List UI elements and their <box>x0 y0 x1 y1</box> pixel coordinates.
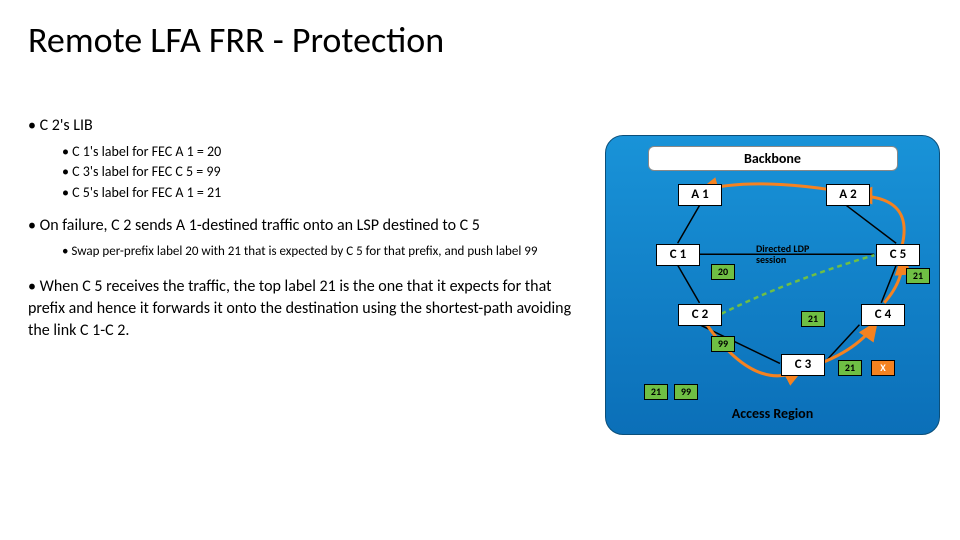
directed-ldp-label: Directed LDP session <box>756 243 834 265</box>
tag-x: X <box>871 360 895 376</box>
tag-99: 99 <box>711 336 735 352</box>
node-c3: C 3 <box>781 354 825 376</box>
tag-20: 20 <box>711 264 735 280</box>
bullet-on-failure: On failure, C 2 sends A 1-destined traff… <box>28 215 588 237</box>
bullet-swap-push: Swap per-prefix label 20 with 21 that is… <box>62 243 588 261</box>
bullet-c5-label: C 5's label for FEC A 1 = 21 <box>62 184 588 203</box>
access-region-label: Access Region <box>732 405 813 422</box>
bullet-c1-label: C 1's label for FEC A 1 = 20 <box>62 143 588 162</box>
node-c4: C 4 <box>861 304 905 326</box>
node-a2: A 2 <box>826 184 870 206</box>
node-a1: A 1 <box>678 184 722 206</box>
node-c5: C 5 <box>876 244 920 266</box>
node-c1: C 1 <box>656 244 700 266</box>
tag-21-a: 21 <box>644 384 668 400</box>
tag-21-d: 21 <box>838 360 862 376</box>
bullet-c2-lib: C 2's LIB <box>28 115 588 137</box>
node-c2: C 2 <box>678 304 722 326</box>
bullet-c3-label: C 3's label for FEC C 5 = 99 <box>62 163 588 182</box>
topology-diagram: Backbone A 1 A 2 C <box>605 135 940 435</box>
page-title: Remote LFA FRR - Protection <box>28 18 444 62</box>
backbone-label: Backbone <box>648 146 898 171</box>
bullet-list: C 2's LIB C 1's label for FEC A 1 = 20 C… <box>28 115 588 347</box>
tag-21-c: 21 <box>906 268 930 284</box>
tag-21-b: 21 <box>801 311 825 327</box>
bullet-c5-receives: When C 5 receives the traffic, the top l… <box>28 276 588 341</box>
tag-99-b: 99 <box>674 384 698 400</box>
